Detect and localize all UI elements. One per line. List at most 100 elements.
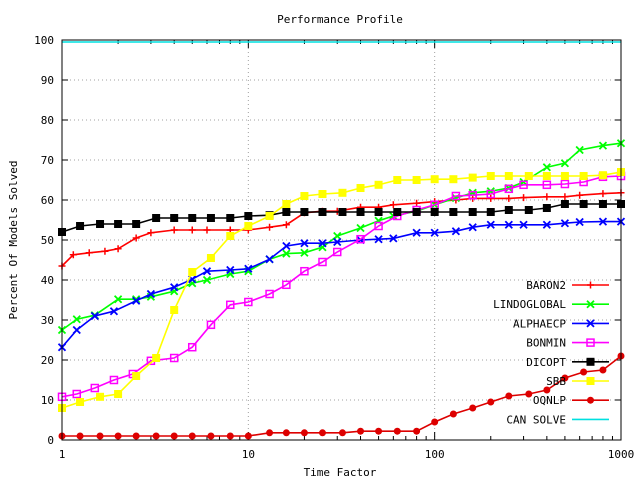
data-point xyxy=(188,226,196,234)
data-point xyxy=(561,193,569,201)
legend-label: BARON2 xyxy=(526,279,566,292)
data-point xyxy=(109,307,119,316)
data-point xyxy=(356,223,365,233)
legend-entry: SBB xyxy=(546,375,609,388)
data-point xyxy=(282,280,291,290)
legend-entry: ALPHAECP xyxy=(513,317,609,330)
data-point xyxy=(203,226,211,234)
y-tick-label: 90 xyxy=(41,74,54,87)
data-point xyxy=(542,172,551,180)
y-tick-label: 20 xyxy=(41,354,54,367)
data-point xyxy=(451,227,461,236)
data-point xyxy=(413,199,421,207)
data-point xyxy=(598,141,608,150)
y-tick-label: 10 xyxy=(41,394,54,407)
data-point xyxy=(282,221,290,229)
data-point xyxy=(468,223,477,232)
data-point xyxy=(374,235,383,244)
data-point xyxy=(449,175,458,184)
x-tick-label: 100 xyxy=(425,448,445,461)
y-tick-label: 30 xyxy=(41,314,54,327)
data-point xyxy=(244,222,253,230)
data-point xyxy=(132,432,140,440)
data-point xyxy=(265,212,274,220)
data-point xyxy=(300,192,309,200)
data-point xyxy=(468,190,477,200)
y-tick-label: 40 xyxy=(41,274,54,287)
legend-entry: DICOPT xyxy=(526,356,609,369)
data-point xyxy=(132,234,140,242)
data-point xyxy=(469,404,477,412)
legend-label: LINDOGLOBAL xyxy=(493,298,566,311)
data-point xyxy=(114,245,122,253)
data-point xyxy=(226,432,234,440)
data-point xyxy=(170,306,179,314)
legend-label: BONMIN xyxy=(526,337,566,350)
data-point xyxy=(356,208,365,216)
legend-label: SBB xyxy=(546,375,566,388)
data-point xyxy=(266,223,274,231)
y-tick-label: 100 xyxy=(34,34,54,47)
data-point xyxy=(468,208,477,216)
data-point xyxy=(487,194,495,202)
data-point xyxy=(170,214,179,222)
data-point xyxy=(412,176,421,184)
data-point xyxy=(109,375,119,385)
data-point xyxy=(76,432,84,440)
legend-label: CAN SOLVE xyxy=(506,413,566,426)
data-point xyxy=(152,432,160,440)
data-point xyxy=(265,255,274,264)
data-point xyxy=(318,257,327,267)
legend-entry: LINDOGLOBAL xyxy=(493,298,609,311)
data-point xyxy=(244,432,252,440)
data-point xyxy=(169,353,179,363)
data-point xyxy=(72,389,82,399)
data-point xyxy=(152,214,161,222)
series-dicopt xyxy=(58,200,625,236)
data-point xyxy=(486,189,496,199)
legend-marker xyxy=(586,319,595,328)
data-point xyxy=(504,172,513,180)
data-point xyxy=(266,429,274,437)
data-point xyxy=(560,200,569,208)
data-point xyxy=(561,374,569,382)
chart-title: Performance Profile xyxy=(277,13,403,26)
x-tick-label: 1 xyxy=(59,448,66,461)
data-point xyxy=(300,266,309,276)
data-point xyxy=(560,172,569,180)
data-point xyxy=(430,208,439,216)
data-point xyxy=(598,217,608,226)
legend-marker xyxy=(587,396,594,404)
data-point xyxy=(300,208,309,216)
data-point xyxy=(560,159,570,168)
data-point xyxy=(560,179,570,189)
data-point xyxy=(333,237,342,247)
data-point xyxy=(542,204,551,212)
data-point xyxy=(333,231,342,241)
data-point xyxy=(451,191,461,201)
data-point xyxy=(76,398,85,406)
data-point xyxy=(486,208,495,216)
series-oqnlp xyxy=(58,352,625,440)
data-point xyxy=(599,366,607,374)
data-point xyxy=(543,386,551,394)
data-point xyxy=(375,427,383,435)
legend-entry: BONMIN xyxy=(526,337,609,350)
data-point xyxy=(226,265,235,275)
data-point xyxy=(265,289,274,299)
data-point xyxy=(152,354,161,362)
data-point xyxy=(96,392,105,401)
data-point xyxy=(542,180,552,190)
data-point xyxy=(206,214,215,222)
legend-marker xyxy=(586,377,595,385)
data-point xyxy=(206,254,215,262)
data-point xyxy=(114,390,123,398)
data-point xyxy=(226,232,235,240)
data-point xyxy=(132,220,141,228)
legend-entry: CAN SOLVE xyxy=(506,413,609,426)
data-point xyxy=(389,201,397,209)
data-point xyxy=(170,226,178,234)
data-point xyxy=(282,200,291,208)
data-point xyxy=(170,432,178,440)
data-point xyxy=(393,176,402,184)
